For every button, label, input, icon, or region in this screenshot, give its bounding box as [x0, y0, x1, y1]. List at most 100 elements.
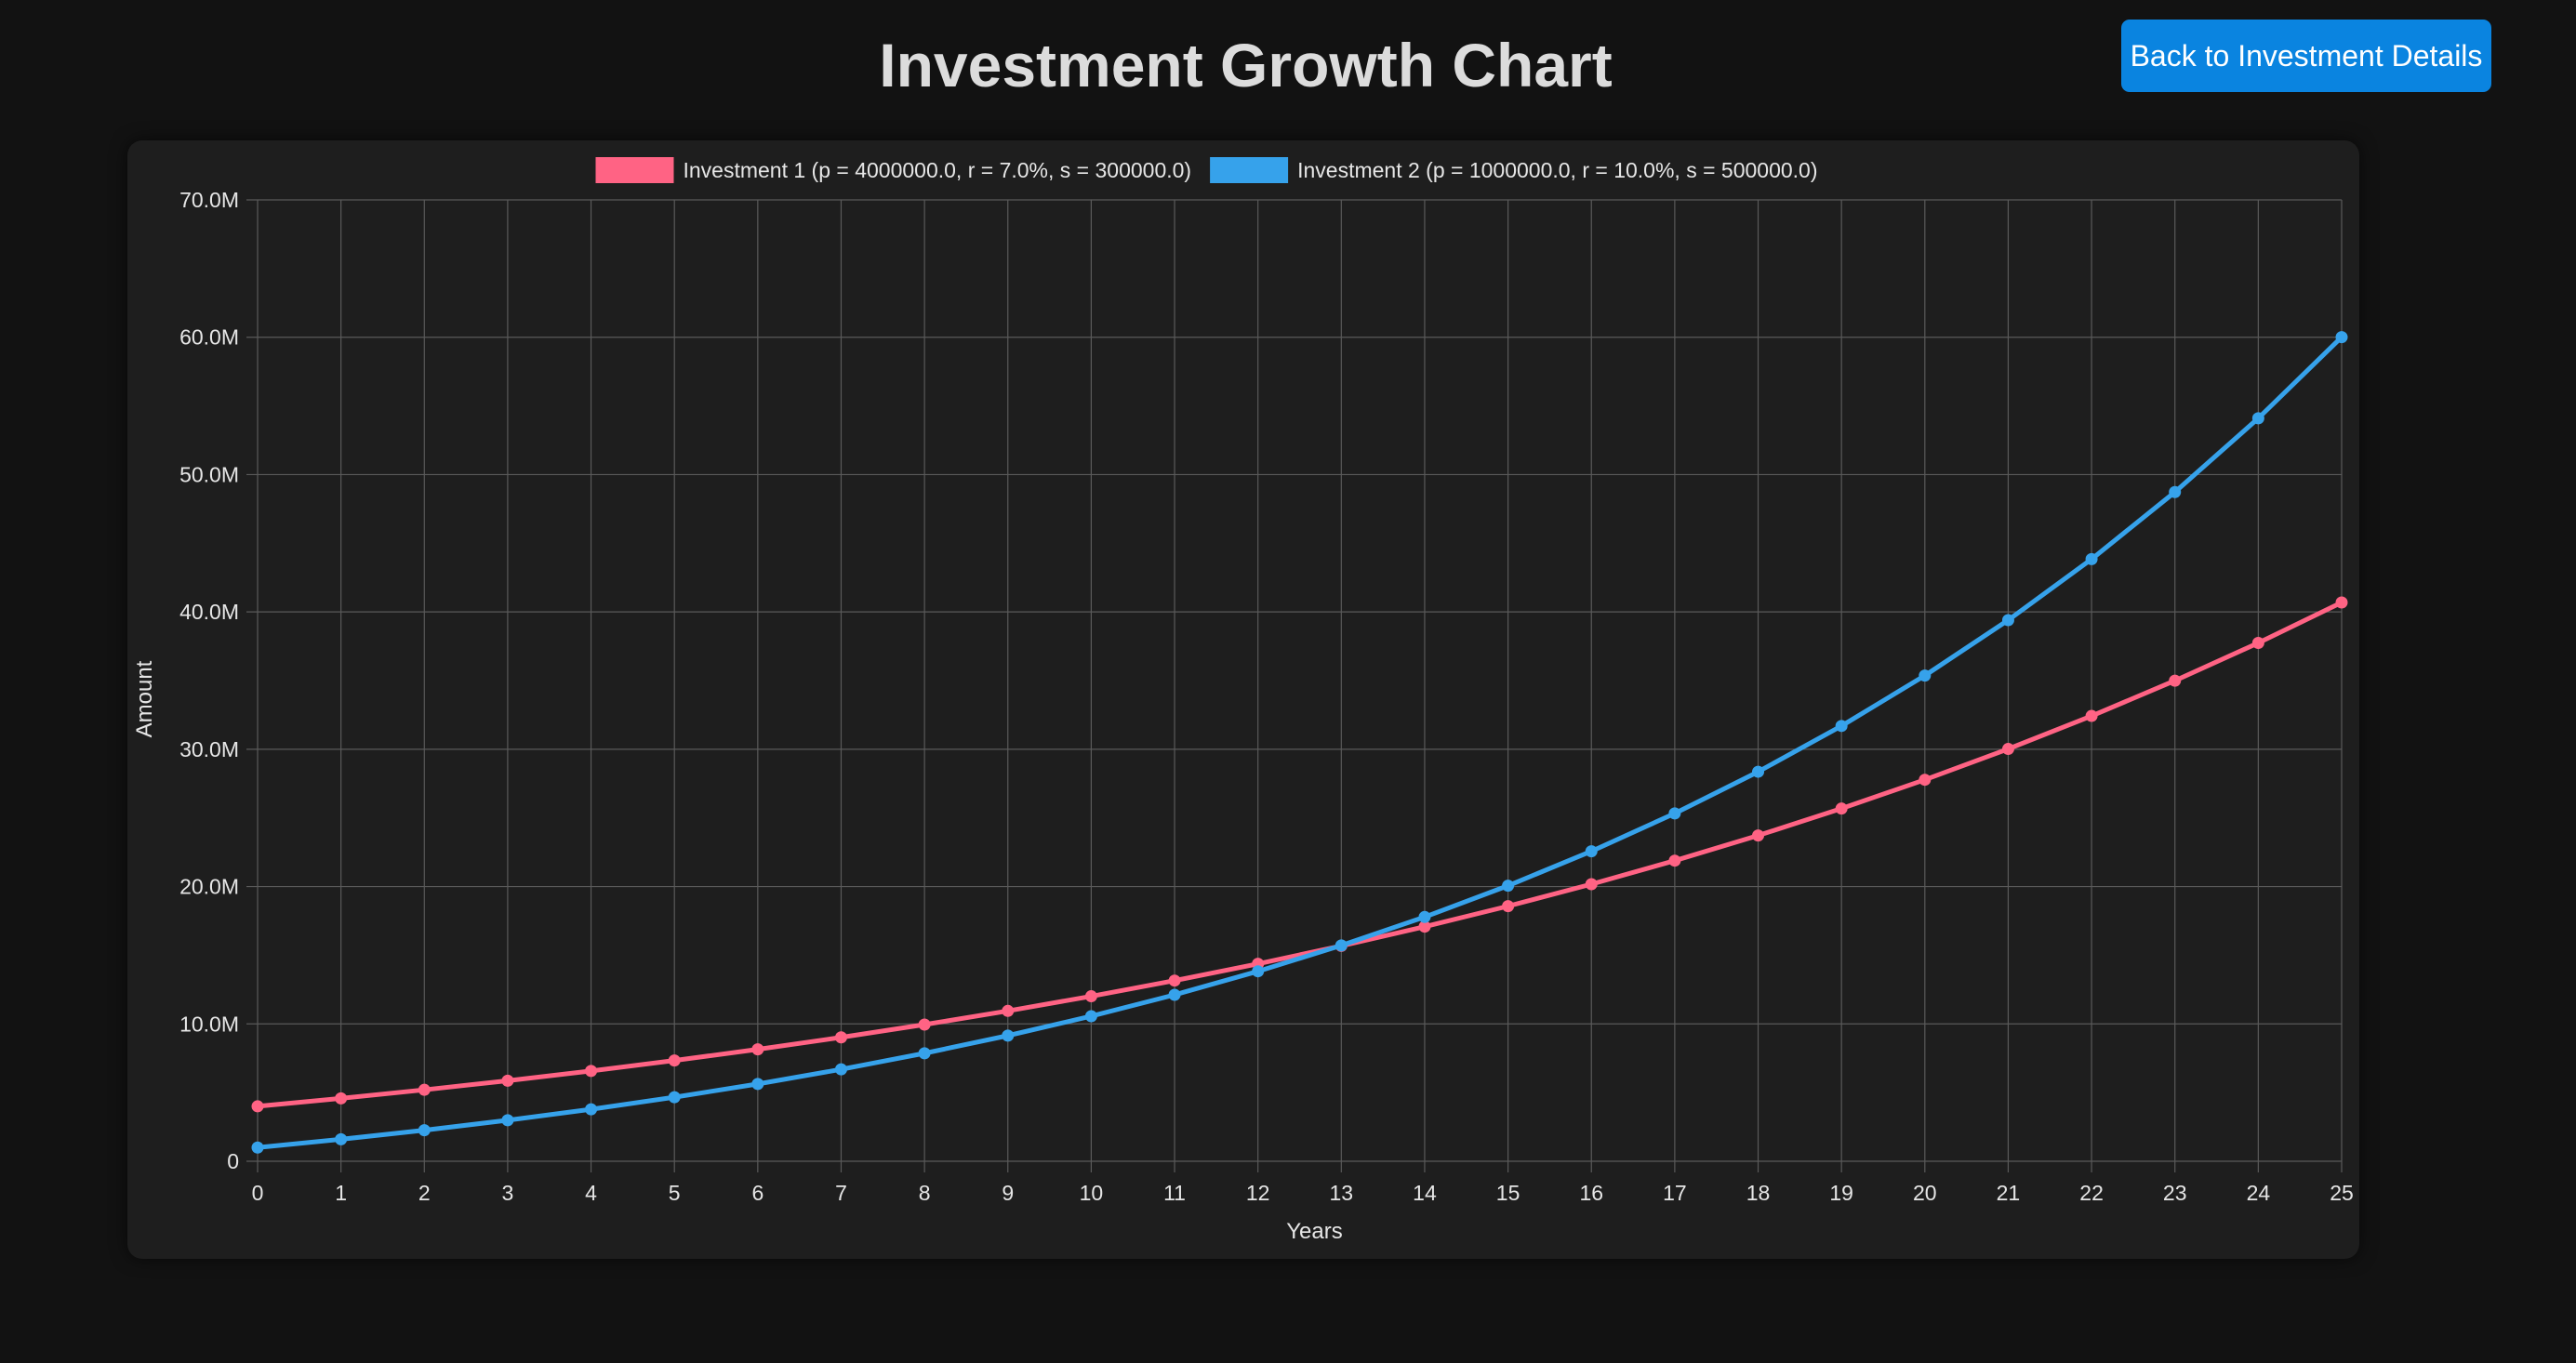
data-point-investment-1[interactable]: [2001, 743, 2014, 756]
x-tick-label: 15: [1496, 1181, 1520, 1205]
y-tick-label: 0: [227, 1149, 239, 1173]
y-tick-label: 10.0M: [179, 1012, 239, 1036]
x-tick-label: 18: [1746, 1181, 1771, 1205]
data-point-investment-1[interactable]: [2085, 709, 2098, 722]
data-point-investment-2[interactable]: [1002, 1029, 1015, 1042]
x-tick-label: 20: [1913, 1181, 1937, 1205]
x-tick-label: 4: [585, 1181, 597, 1205]
x-tick-label: 22: [2079, 1181, 2104, 1205]
chart-card: 0 1 2 3 4 5 6 7 8 9 10 11 12 13 14 15 16 17 18 19 20 21 22 23 24…: [127, 140, 2359, 1259]
axis-layer: 0 1 2 3 4 5 6 7 8 9 10 11 12 13 14 15 16 17 18 19 20 21 22 23 24…: [132, 188, 2354, 1244]
data-point-investment-2[interactable]: [1502, 880, 1515, 893]
page-title: Investment Growth Chart: [879, 31, 1613, 99]
data-point-investment-1[interactable]: [1502, 900, 1515, 913]
data-point-investment-2[interactable]: [751, 1078, 764, 1091]
x-tick-label: 12: [1246, 1181, 1270, 1205]
data-point-investment-2[interactable]: [1668, 807, 1681, 820]
y-tick-label: 40.0M: [179, 600, 239, 624]
series-line-investment-1: [255, 600, 2344, 1109]
y-tick-label: 70.0M: [179, 188, 239, 212]
x-tick-label: 17: [1663, 1181, 1687, 1205]
data-point-investment-1[interactable]: [1418, 920, 1431, 933]
data-point-investment-1[interactable]: [1752, 829, 1765, 842]
x-tick-label: 5: [669, 1181, 681, 1205]
data-point-investment-1[interactable]: [501, 1074, 514, 1087]
data-point-investment-2[interactable]: [834, 1063, 847, 1076]
x-axis-title: Years: [1286, 1219, 1343, 1244]
y-tick-label: 20.0M: [179, 875, 239, 899]
series-layer: [251, 331, 2348, 1154]
data-point-investment-2[interactable]: [2001, 614, 2014, 627]
data-point-investment-2[interactable]: [418, 1124, 431, 1137]
data-point-investment-2[interactable]: [335, 1132, 348, 1145]
x-tick-label: 0: [252, 1181, 264, 1205]
data-point-investment-1[interactable]: [251, 1100, 264, 1113]
data-point-investment-2[interactable]: [1752, 765, 1765, 778]
investment-growth-line-chart: 0 1 2 3 4 5 6 7 8 9 10 11 12 13 14 15 16 17 18 19 20 21 22 23 24…: [132, 157, 2354, 1244]
legend-swatch-investment-2[interactable]: [1210, 157, 1289, 183]
y-tick-label: 50.0M: [179, 462, 239, 486]
x-tick-label: 21: [1997, 1181, 2021, 1205]
data-point-investment-2[interactable]: [2251, 412, 2264, 425]
x-tick-label: 13: [1330, 1181, 1354, 1205]
legend-label-investment-1[interactable]: Investment 1 (p = 4000000.0, r = 7.0%, s…: [683, 158, 1191, 182]
data-point-investment-1[interactable]: [335, 1092, 348, 1105]
data-point-investment-1[interactable]: [1084, 990, 1097, 1003]
data-point-investment-2[interactable]: [668, 1091, 681, 1104]
x-tick-label: 24: [2247, 1181, 2271, 1205]
data-point-investment-2[interactable]: [918, 1047, 931, 1060]
data-point-investment-1[interactable]: [2169, 674, 2182, 687]
back-to-investment-details-button[interactable]: Back to Investment Details: [2121, 20, 2491, 92]
data-point-investment-2[interactable]: [1168, 988, 1181, 1001]
data-point-investment-2[interactable]: [1418, 910, 1431, 923]
data-point-investment-1[interactable]: [2335, 596, 2348, 609]
x-tick-label: 25: [2330, 1181, 2354, 1205]
data-point-investment-2[interactable]: [1835, 720, 1848, 733]
data-point-investment-2[interactable]: [1919, 669, 1932, 682]
data-point-investment-1[interactable]: [418, 1083, 431, 1096]
data-point-investment-1[interactable]: [1668, 854, 1681, 867]
data-point-investment-2[interactable]: [1084, 1010, 1097, 1023]
data-point-investment-1[interactable]: [1919, 774, 1932, 787]
x-tick-label: 14: [1413, 1181, 1437, 1205]
data-point-investment-2[interactable]: [2169, 485, 2182, 498]
data-point-investment-2[interactable]: [501, 1114, 514, 1127]
x-tick-label: 19: [1829, 1181, 1853, 1205]
data-point-investment-2[interactable]: [1334, 939, 1348, 952]
data-point-investment-2[interactable]: [251, 1141, 264, 1154]
y-tick-label: 60.0M: [179, 325, 239, 350]
x-tick-label: 3: [502, 1181, 514, 1205]
x-tick-label: 9: [1002, 1181, 1014, 1205]
data-point-investment-1[interactable]: [1168, 974, 1181, 987]
y-axis-title: Amount: [132, 660, 157, 737]
legend-swatch-investment-1[interactable]: [595, 157, 674, 183]
x-tick-label: 2: [418, 1181, 431, 1205]
data-point-investment-1[interactable]: [668, 1054, 681, 1067]
data-point-investment-1[interactable]: [2251, 636, 2264, 649]
data-point-investment-1[interactable]: [751, 1043, 764, 1056]
x-tick-label: 11: [1163, 1181, 1186, 1205]
x-tick-label: 16: [1579, 1181, 1603, 1205]
data-point-investment-1[interactable]: [918, 1018, 931, 1031]
x-tick-label: 1: [335, 1181, 347, 1205]
series-line-investment-2: [255, 335, 2344, 1150]
x-tick-label: 8: [919, 1181, 931, 1205]
data-point-investment-1[interactable]: [1585, 878, 1598, 891]
x-tick-label: 23: [2163, 1181, 2187, 1205]
data-point-investment-2[interactable]: [1585, 845, 1598, 858]
data-point-investment-2[interactable]: [2085, 552, 2098, 565]
x-tick-label: 7: [835, 1181, 847, 1205]
data-point-investment-1[interactable]: [1002, 1004, 1015, 1017]
data-point-investment-2[interactable]: [585, 1103, 598, 1116]
x-tick-label: 10: [1080, 1181, 1104, 1205]
data-point-investment-1[interactable]: [585, 1065, 598, 1078]
legend-label-investment-2[interactable]: Investment 2 (p = 1000000.0, r = 10.0%, …: [1297, 158, 1817, 182]
data-point-investment-2[interactable]: [1252, 965, 1265, 978]
data-point-investment-1[interactable]: [1835, 802, 1848, 815]
grid-layer: [246, 199, 2343, 1172]
x-tick-label: 6: [751, 1181, 764, 1205]
data-point-investment-1[interactable]: [834, 1031, 847, 1044]
legend: Investment 1 (p = 4000000.0, r = 7.0%, s…: [595, 157, 1818, 183]
data-point-investment-2[interactable]: [2335, 331, 2348, 344]
y-tick-label: 30.0M: [179, 737, 239, 761]
